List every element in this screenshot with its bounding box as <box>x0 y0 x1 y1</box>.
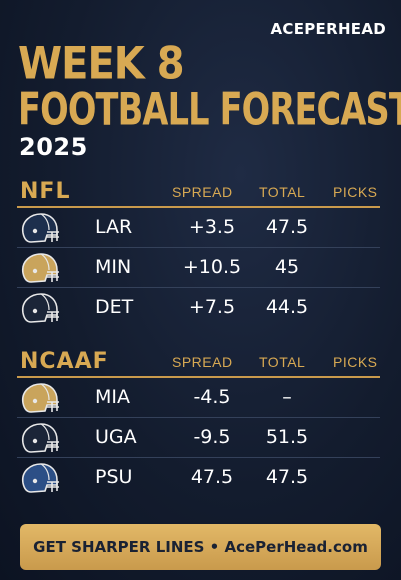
table-row: MIN +10.5 45 <box>17 248 380 288</box>
spread-value: -9.5 <box>193 426 231 448</box>
spread-value: +3.5 <box>188 216 236 238</box>
football-helmet-icon <box>21 253 59 283</box>
table-row: PSU 47.5 47.5 <box>17 458 380 498</box>
football-helmet-icon <box>21 213 59 243</box>
picks-column-header: PICKS <box>333 354 378 370</box>
football-helmet-icon <box>21 383 59 413</box>
table-row: UGA -9.5 51.5 <box>17 418 380 458</box>
spread-column-header: SPREAD <box>172 354 233 370</box>
picks-column-header: PICKS <box>333 184 378 200</box>
football-helmet-icon <box>21 293 59 323</box>
ncaaf-section: NCAAF SPREAD TOTAL PICKS MIA -4.5 – UGA … <box>17 348 380 498</box>
ncaaf-section-header: NCAAF SPREAD TOTAL PICKS <box>17 348 380 378</box>
ncaaf-rows: MIA -4.5 – UGA -9.5 51.5 PSU 47.5 47.5 <box>17 378 380 498</box>
get-sharper-lines-button[interactable]: GET SHARPER LINES • AcePerHead.com <box>20 524 381 570</box>
spread-value: 47.5 <box>190 466 234 488</box>
football-helmet-icon <box>21 463 59 493</box>
football-helmet-icon <box>21 423 59 453</box>
brand-logo: ACEPERHEAD <box>270 20 386 38</box>
nfl-section-title: NFL <box>20 179 71 204</box>
table-row: LAR +3.5 47.5 <box>17 208 380 248</box>
season-year: 2025 <box>19 133 88 161</box>
table-row: DET +7.5 44.5 <box>17 288 380 328</box>
total-value: – <box>282 386 292 408</box>
total-column-header: TOTAL <box>259 184 306 200</box>
total-value: 44.5 <box>265 296 309 318</box>
nfl-section: NFL SPREAD TOTAL PICKS LAR +3.5 47.5 MIN… <box>17 178 380 328</box>
team-name: UGA <box>95 426 137 448</box>
team-name: LAR <box>95 216 133 238</box>
table-row: MIA -4.5 – <box>17 378 380 418</box>
nfl-section-header: NFL SPREAD TOTAL PICKS <box>17 178 380 208</box>
spread-value: +10.5 <box>182 256 242 278</box>
spread-value: +7.5 <box>188 296 236 318</box>
total-value: 47.5 <box>265 466 309 488</box>
ncaaf-section-title: NCAAF <box>20 349 109 374</box>
team-name: MIA <box>95 386 130 408</box>
total-value: 45 <box>274 256 300 278</box>
team-name: PSU <box>95 466 133 488</box>
spread-column-header: SPREAD <box>172 184 233 200</box>
total-value: 51.5 <box>265 426 309 448</box>
team-name: DET <box>95 296 134 318</box>
nfl-rows: LAR +3.5 47.5 MIN +10.5 45 DET +7.5 44.5 <box>17 208 380 328</box>
total-value: 47.5 <box>265 216 309 238</box>
spread-value: -4.5 <box>193 386 231 408</box>
page-title-forecast: FOOTBALL FORECAST <box>18 84 401 136</box>
page-title-week: WEEK 8 <box>18 38 185 90</box>
team-name: MIN <box>95 256 132 278</box>
total-column-header: TOTAL <box>259 354 306 370</box>
